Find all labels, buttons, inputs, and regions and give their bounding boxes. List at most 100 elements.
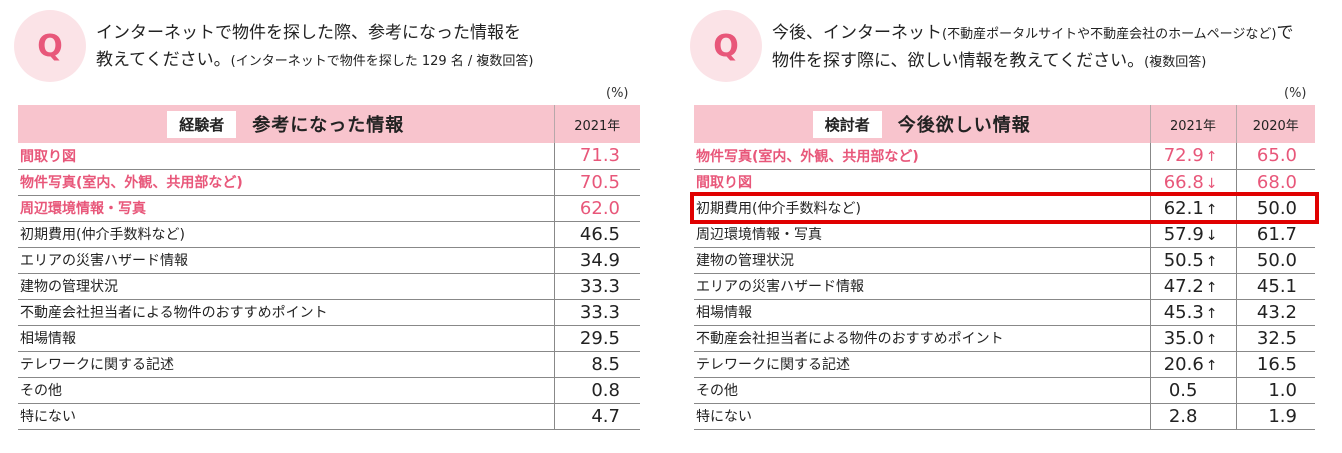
- trend-arrow: ↑: [1205, 253, 1218, 270]
- row-label: 周辺環境情報・写真: [696, 227, 822, 243]
- table-referenced-info: 経験者 参考になった情報 2021年 間取り図 71.3 物件写真(室内、外観、共用…: [18, 105, 640, 430]
- row-value-2021: 50.5 ↑: [1149, 247, 1236, 273]
- table-desired-info: 検討者 今後欲しい情報 2021年 2020年 物件写真(室内、外観、共用部など…: [694, 105, 1315, 430]
- row-value-2021: 0.8: [553, 377, 640, 403]
- row-label: 不動産会社担当者による物件のおすすめポイント: [20, 305, 328, 321]
- row-label: 物件写真(室内、外観、共用部など): [696, 148, 919, 165]
- row-label: 特にない: [696, 409, 752, 425]
- row-label: その他: [696, 383, 738, 399]
- question-line-2: 物件を探す際に、欲しい情報を教えてください。: [772, 51, 1145, 71]
- row-value-2021: 35.0 ↑: [1149, 325, 1236, 351]
- table-row: 建物の管理状況 50.5 ↑ 50.0: [694, 247, 1315, 273]
- row-label: エリアの災害ハザード情報: [20, 253, 188, 269]
- row-value-2021: 0.5: [1149, 377, 1236, 403]
- table-row: 建物の管理状況 33.3: [18, 273, 640, 299]
- trend-arrow: ↓: [1205, 227, 1218, 244]
- row-value-2021: 57.9 ↓: [1149, 221, 1236, 247]
- row-label: 間取り図: [696, 175, 752, 191]
- row-value-2021: 33.3: [553, 299, 640, 325]
- header-title: 今後欲しい情報: [897, 115, 1031, 136]
- table-row: その他 0.5 1.0: [694, 377, 1315, 403]
- row-value-2020: 1.9: [1235, 403, 1315, 429]
- q-icon: Q: [14, 10, 86, 82]
- value-2021-number: 66.8: [1163, 171, 1204, 193]
- value-2021-number: 62.1: [1163, 197, 1204, 219]
- question-line-1b: で: [1276, 23, 1294, 43]
- row-label: 物件写真(室内、外観、共用部など): [20, 175, 243, 191]
- table-row: 初期費用(仲介手数料など) 46.5: [18, 221, 640, 247]
- table-row: 周辺環境情報・写真 62.0: [18, 195, 640, 221]
- trend-arrow: ↓: [1205, 175, 1218, 192]
- trend-arrow: ↑: [1205, 305, 1218, 322]
- row-value-2020: 50.0: [1235, 195, 1315, 221]
- row-value-2020: 43.2: [1235, 299, 1315, 325]
- value-2021-number: 47.2: [1163, 275, 1204, 297]
- table-row: 特にない 2.8 1.9: [694, 403, 1315, 429]
- row-label: 建物の管理状況: [20, 279, 118, 295]
- value-2021-number: 57.9: [1163, 223, 1204, 245]
- value-2021-number: 35.0: [1163, 327, 1204, 349]
- row-value-2021: 20.6 ↑: [1149, 351, 1236, 377]
- row-label: 初期費用(仲介手数料など): [20, 227, 185, 243]
- row-value-2021: 46.5: [553, 221, 640, 247]
- unit-label: (%): [1284, 86, 1307, 101]
- row-value-2020: 32.5: [1235, 325, 1315, 351]
- header-year-2020: 2020年: [1235, 105, 1315, 143]
- table-row: 相場情報 45.3 ↑ 43.2: [694, 299, 1315, 325]
- table-row: 物件写真(室内、外観、共用部など) 70.5: [18, 169, 640, 195]
- table-header: 検討者 今後欲しい情報 2021年 2020年: [694, 105, 1315, 143]
- value-2021-number: 45.3: [1163, 301, 1204, 323]
- row-value-2021: 62.1 ↑: [1149, 195, 1236, 221]
- question-line-1-note: (不動産ポータルサイトや不動産会社のホームページなど): [942, 27, 1277, 42]
- q-icon: Q: [690, 10, 762, 82]
- table-row: 初期費用(仲介手数料など) 62.1 ↑ 50.0: [694, 195, 1315, 221]
- row-value-2021: 33.3: [553, 273, 640, 299]
- question-text: 今後、インターネット(不動産ポータルサイトや不動産会社のホームページなど)で 物…: [772, 20, 1294, 76]
- row-label: 不動産会社担当者による物件のおすすめポイント: [696, 331, 1004, 347]
- row-value-2021: 4.7: [553, 403, 640, 429]
- trend-arrow: ↑: [1205, 149, 1218, 166]
- row-value-2021: 66.8 ↓: [1149, 169, 1236, 195]
- value-2021-number: 20.6: [1163, 353, 1204, 375]
- row-value-2021: 2.8: [1149, 403, 1236, 429]
- question-text: インターネットで物件を探した際、参考になった情報を 教えてください。(インターネ…: [96, 20, 534, 75]
- header-title: 参考になった情報: [252, 115, 405, 136]
- table-row: エリアの災害ハザード情報 34.9: [18, 247, 640, 273]
- row-value-2020: 68.0: [1235, 169, 1315, 195]
- row-value-2020: 65.0: [1235, 143, 1315, 169]
- value-2021-number: 50.5: [1163, 249, 1204, 271]
- table-row: 間取り図 71.3: [18, 143, 640, 169]
- row-label: 建物の管理状況: [696, 253, 794, 269]
- table-row: 物件写真(室内、外観、共用部など) 72.9 ↑ 65.0: [694, 143, 1315, 169]
- table-row: 相場情報 29.5: [18, 325, 640, 351]
- table-row: 特にない 4.7: [18, 403, 640, 429]
- value-2021-number: 2.8: [1168, 405, 1198, 427]
- table-row: 不動産会社担当者による物件のおすすめポイント 35.0 ↑ 32.5: [694, 325, 1315, 351]
- trend-arrow: ↑: [1205, 279, 1218, 296]
- table-row: その他 0.8: [18, 377, 640, 403]
- row-value-2021: 47.2 ↑: [1149, 273, 1236, 299]
- table-row: 間取り図 66.8 ↓ 68.0: [694, 169, 1315, 195]
- header-year: 2021年: [553, 105, 640, 143]
- row-value-2020: 61.7: [1235, 221, 1315, 247]
- trend-arrow: ↑: [1205, 357, 1218, 374]
- row-value-2020: 1.0: [1235, 377, 1315, 403]
- question-note: (複数回答): [1144, 55, 1207, 70]
- row-value-2021: 8.5: [553, 351, 640, 377]
- row-label: テレワークに関する記述: [696, 357, 850, 373]
- question-note: (インターネットで物件を探した 129 名 / 複数回答): [230, 54, 534, 69]
- header-tag: 経験者: [167, 110, 237, 138]
- table-row: テレワークに関する記述 20.6 ↑ 16.5: [694, 351, 1315, 377]
- table-header: 経験者 参考になった情報 2021年: [18, 105, 640, 143]
- table-row: 不動産会社担当者による物件のおすすめポイント 33.3: [18, 299, 640, 325]
- row-label: 相場情報: [20, 331, 76, 347]
- row-value-2021: 34.9: [553, 247, 640, 273]
- row-value-2021: 70.5: [553, 169, 640, 195]
- row-value-2021: 29.5: [553, 325, 640, 351]
- row-value-2021: 71.3: [553, 143, 640, 169]
- row-label: 周辺環境情報・写真: [20, 201, 146, 217]
- header-year-2021: 2021年: [1149, 105, 1236, 143]
- row-value-2021: 72.9 ↑: [1149, 143, 1236, 169]
- trend-arrow: ↑: [1205, 201, 1218, 218]
- table-row: 周辺環境情報・写真 57.9 ↓ 61.7: [694, 221, 1315, 247]
